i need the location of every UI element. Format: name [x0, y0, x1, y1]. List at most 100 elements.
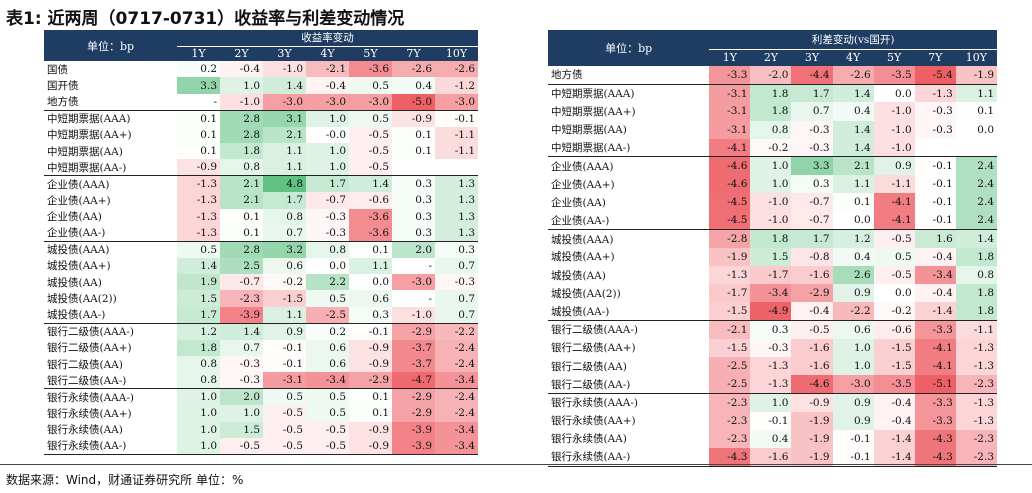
value-cell: 2.1: [263, 126, 306, 143]
value-cell: 0.5: [177, 240, 220, 258]
value-cell: 0.1: [177, 109, 220, 127]
table-row: 银行二级债(AA) 0.8 -0.3 -0.1 0.6 -0.9 -3.7 -2.4: [44, 356, 478, 373]
table-row: 地方债 - -1.0 -3.0 -3.0 -3.0 -5.0 -3.0: [44, 93, 478, 111]
value-cell: -1.5: [873, 357, 915, 376]
table-body: 地方债 -3.3 -2.0 -4.4 -2.6 -3.5 -5.4 -1.9 中短期票据(AAA…: [548, 66, 997, 467]
value-cell: 1.7: [791, 83, 833, 103]
value-cell: -0.5: [873, 229, 915, 248]
column-header: 7Y: [914, 48, 956, 66]
row-label: 中短期票据(AA): [551, 124, 627, 137]
value-cell: -1.6: [750, 447, 792, 467]
unit-label: 单位：bp: [548, 30, 710, 66]
group-header: 利差变动(vs国开): [709, 30, 997, 49]
value-cell: 1.0: [306, 109, 349, 127]
table-row: 企业债(AA) -4.5 -1.0 -0.7 0.1 -4.1 -0.1 2.4: [548, 193, 997, 212]
row-label: 银行永续债(AAA-): [44, 388, 177, 406]
value-cell: 0.0: [306, 257, 349, 275]
value-cell: 0.3: [791, 175, 833, 194]
column-header: 10Y: [955, 48, 997, 66]
value-cell: -0.9: [177, 159, 220, 176]
value-cell: 0.8: [955, 266, 997, 285]
value-cell: -0.7: [306, 192, 349, 209]
value-cell: -0.9: [349, 437, 392, 455]
value-cell: -2.5: [709, 357, 751, 376]
value-cell: -0.1: [914, 156, 956, 176]
value-cell: 2.2: [306, 274, 349, 291]
table-row: 企业债(AA-) -1.3 0.1 0.7 -0.3 -3.6 0.3 1.3: [44, 224, 478, 242]
value-cell: 4.8: [263, 175, 306, 193]
value-cell: -3.3: [914, 411, 956, 430]
column-header: 4Y: [306, 45, 349, 61]
row-label: 中短期票据(AA+): [47, 129, 132, 142]
row-label: 企业债(AA): [551, 196, 606, 209]
value-cell: 0.7: [791, 102, 833, 121]
value-cell: -0.1: [914, 193, 956, 212]
row-label: 城投债(AAA): [548, 229, 710, 248]
value-cell: -0.3: [435, 274, 478, 291]
row-label: 中短期票据(AA-): [551, 142, 631, 155]
row-label: 城投债(AA): [47, 276, 102, 289]
value-cell: -1.1: [873, 175, 915, 194]
value-cell: -3.5: [873, 375, 915, 394]
value-cell: -3.4: [435, 372, 478, 389]
value-cell: 1.0: [832, 357, 874, 376]
row-label: 国开债: [47, 80, 79, 93]
value-cell: -0.5: [349, 159, 392, 176]
value-cell: -3.6: [349, 61, 392, 78]
value-cell: 2.1: [220, 175, 263, 193]
value-cell: -2.9: [392, 388, 435, 406]
value-cell: -1.9: [955, 66, 997, 85]
value-cell: 2.0: [220, 388, 263, 406]
table-row: 银行永续债(AA) -2.3 0.4 -1.9 -0.1 -1.4 -4.3 -2.3: [548, 429, 997, 448]
value-cell: 0.6: [306, 356, 349, 373]
value-cell: -0.8: [791, 247, 833, 267]
table-row: 中短期票据(AAA) 0.1 2.8 3.1 1.0 0.5 -0.9 -0.1: [44, 109, 478, 127]
table-row: 银行永续债(AA+) -2.3 -0.1 -1.9 0.9 -0.4 -3.3 -1.3: [548, 411, 997, 430]
value-cell: -4.6: [791, 375, 833, 394]
value-cell: 0.3: [349, 306, 392, 324]
row-label: 中短期票据(AAA): [548, 83, 710, 103]
value-cell: 1.4: [832, 83, 874, 103]
value-cell: 0.1: [220, 208, 263, 225]
row-label: 城投债(AA+): [551, 251, 615, 264]
value-cell: -4.5: [709, 211, 751, 230]
value-cell: 1.4: [955, 229, 997, 248]
value-cell: 2.6: [832, 266, 874, 285]
value-cell: 1.8: [177, 339, 220, 357]
row-label: 银行二级债(AA): [551, 360, 627, 373]
value-cell: -3.4: [750, 284, 792, 303]
value-cell: 0.3: [750, 320, 792, 339]
table-row: 城投债(AA+) 1.4 2.5 0.6 0.0 1.1-0.7: [44, 257, 478, 275]
value-cell: -1.3: [914, 83, 956, 103]
value-cell: 0.4: [832, 247, 874, 267]
value-cell: -2.2: [435, 322, 478, 340]
value-cell: -0.4: [873, 392, 915, 412]
value-cell: 1.0: [177, 405, 220, 422]
row-label: 银行二级债(AA-): [47, 374, 127, 387]
value-cell: 0.1: [349, 388, 392, 406]
value-cell: 0.8: [750, 120, 792, 139]
value-cell: 0.9: [832, 284, 874, 303]
value-cell: 1.1: [263, 159, 306, 176]
table-row: 企业债(AA+) -4.6 1.0 0.3 1.1 -1.1 -0.1 2.4: [548, 175, 997, 194]
value-cell: -1.2: [435, 77, 478, 94]
row-label: 银行永续债(AA+): [551, 415, 636, 428]
table-row: 中短期票据(AA+) -3.1 1.8 0.7 0.4 -1.0 -0.3 0.1: [548, 102, 997, 121]
value-cell: 0.5: [306, 388, 349, 406]
value-cell: -2.4: [435, 388, 478, 406]
value-cell: -0.3: [914, 102, 956, 121]
column-header-row: 1Y 2Y 3Y 4Y 5Y 7Y 10Y: [44, 45, 478, 61]
value-cell: 1.4: [177, 257, 220, 275]
row-label: 城投债(AA(2)): [551, 287, 621, 300]
value-cell: 0.1: [392, 126, 435, 143]
value-cell: 2.8: [220, 109, 263, 127]
value-cell: -4.7: [392, 372, 435, 389]
value-cell: -0.3: [306, 208, 349, 225]
value-cell: 1.4: [220, 322, 263, 340]
value-cell: 1.8: [955, 302, 997, 321]
value-cell: -4.1: [873, 193, 915, 212]
value-cell: -0.6: [873, 320, 915, 339]
value-cell: -3.7: [392, 339, 435, 357]
row-label: 企业债(AA): [47, 211, 102, 224]
table-row: 城投债(AA(2)) -1.7 -3.4 -2.9 0.9 0.0 -0.4 1.8: [548, 284, 997, 303]
